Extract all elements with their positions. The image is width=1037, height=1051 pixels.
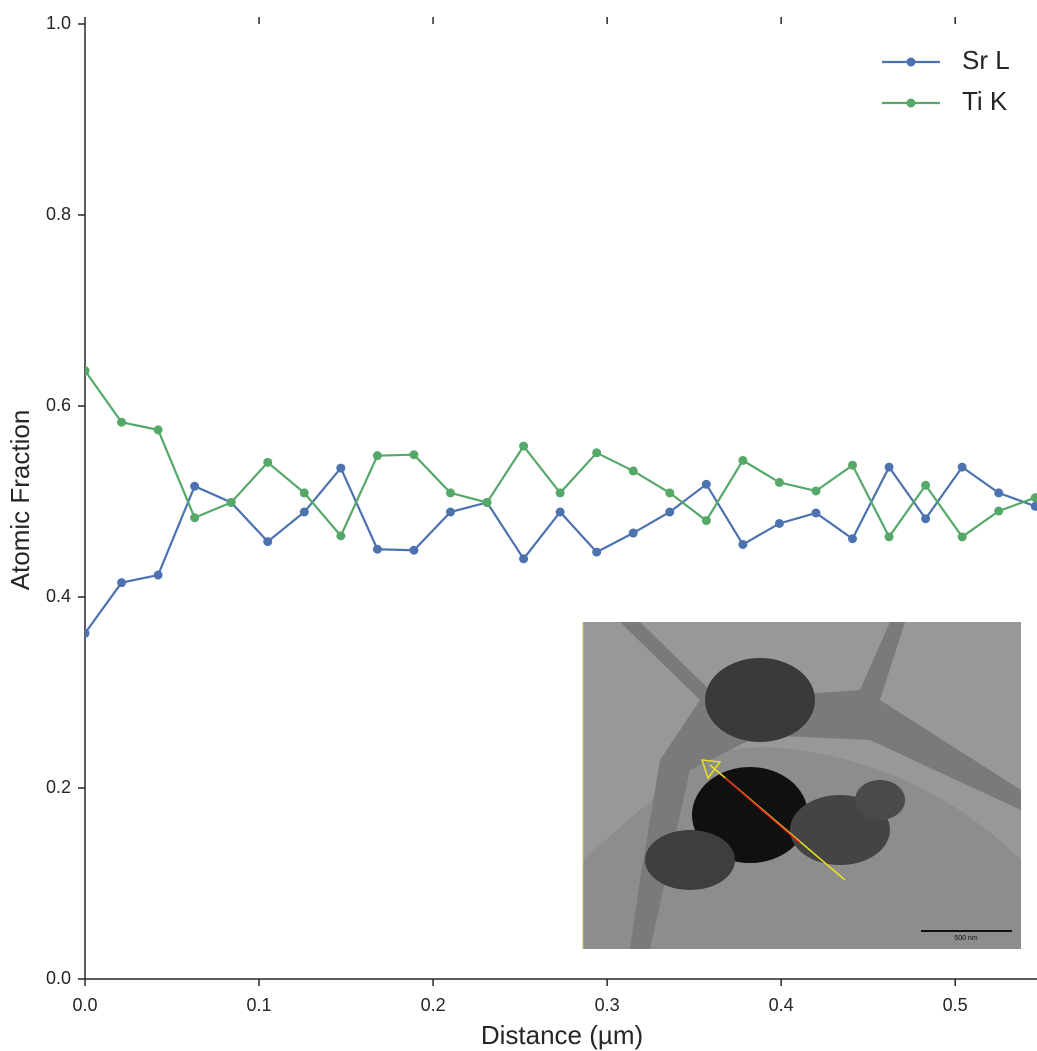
legend-label: Ti K	[962, 86, 1008, 116]
inset-particle	[705, 658, 815, 742]
point	[299, 488, 309, 498]
point	[848, 460, 858, 470]
y-tick-label: 1.0	[46, 13, 71, 33]
point	[445, 507, 455, 517]
y-tick-label: 0.6	[46, 395, 71, 415]
point	[628, 528, 638, 538]
point	[738, 455, 748, 465]
point	[774, 518, 784, 528]
point	[957, 532, 967, 542]
point	[85, 628, 90, 638]
x-tick-label: 0.1	[247, 995, 272, 1015]
x-tick-label: 0.4	[769, 995, 794, 1015]
point	[409, 450, 419, 460]
point	[445, 488, 455, 498]
point	[336, 531, 346, 541]
point	[153, 570, 163, 580]
x-axis-label: Distance (µm)	[481, 1020, 643, 1050]
point	[811, 508, 821, 518]
x-tick-label: 0.3	[595, 995, 620, 1015]
inset-line	[724, 777, 801, 844]
point	[921, 480, 931, 490]
y-tick-label: 0.2	[46, 777, 71, 797]
point	[592, 448, 602, 458]
point	[372, 544, 382, 554]
inset-particle	[855, 780, 905, 820]
point	[774, 477, 784, 487]
point	[336, 463, 346, 473]
point	[884, 462, 894, 472]
point	[1030, 493, 1037, 503]
x-tick-label: 0.5	[943, 995, 968, 1015]
inset-arrowhead	[700, 759, 722, 780]
y-axis-label: Atomic Fraction	[5, 410, 35, 591]
point	[190, 513, 200, 523]
point	[811, 486, 821, 496]
point	[848, 534, 858, 544]
point	[701, 479, 711, 489]
x-tick-label: 0.0	[72, 995, 97, 1015]
point	[738, 539, 748, 549]
point	[884, 532, 894, 542]
point	[299, 507, 309, 517]
legend-marker	[906, 57, 916, 67]
point	[994, 506, 1004, 516]
point	[519, 554, 529, 564]
plot-lines	[85, 366, 1037, 638]
point	[701, 516, 711, 526]
point	[592, 547, 602, 557]
inset-particle	[645, 830, 735, 890]
point	[665, 488, 675, 498]
point	[263, 537, 273, 547]
point	[190, 481, 200, 491]
point	[994, 488, 1004, 498]
point	[372, 451, 382, 461]
point	[1030, 501, 1037, 511]
y-tick-label: 0.8	[46, 204, 71, 224]
point	[555, 488, 565, 498]
point	[482, 497, 492, 507]
point	[226, 497, 236, 507]
legend-label: Sr L	[962, 45, 1010, 75]
y-tick-label: 0.0	[46, 968, 71, 988]
point	[665, 507, 675, 517]
inset-image: 500 nm	[582, 622, 1021, 949]
inset-scale-label: 500 nm	[954, 935, 978, 942]
point	[628, 466, 638, 476]
point	[153, 425, 163, 435]
point	[957, 462, 967, 472]
point	[263, 457, 273, 467]
point	[409, 545, 419, 555]
point	[85, 366, 90, 376]
x-tick-label: 0.2	[421, 995, 446, 1015]
legend-marker	[906, 98, 916, 108]
point	[117, 578, 127, 588]
point	[555, 507, 565, 517]
point	[519, 441, 529, 451]
y-tick-label: 0.4	[46, 586, 71, 606]
point	[921, 514, 931, 524]
point	[117, 417, 127, 427]
